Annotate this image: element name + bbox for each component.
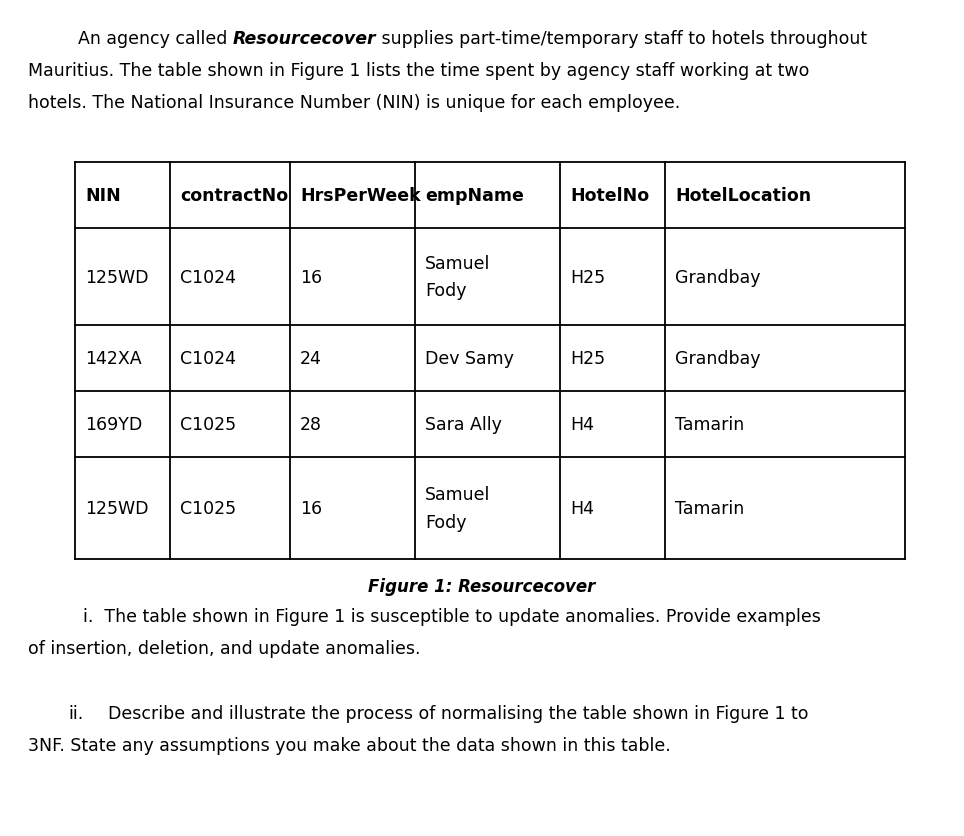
Text: C1025: C1025 — [180, 499, 236, 517]
Text: C1024: C1024 — [180, 268, 236, 286]
Text: Samuel: Samuel — [425, 485, 491, 503]
Text: 3NF. State any assumptions you make about the data shown in this table.: 3NF. State any assumptions you make abou… — [28, 737, 671, 754]
Text: empName: empName — [425, 187, 523, 205]
Text: C1025: C1025 — [180, 415, 236, 434]
Text: 16: 16 — [300, 268, 322, 286]
Text: Samuel: Samuel — [425, 255, 491, 273]
Text: HotelNo: HotelNo — [570, 187, 649, 205]
Text: 125WD: 125WD — [85, 499, 148, 517]
Text: C1024: C1024 — [180, 349, 236, 368]
Text: Fody: Fody — [425, 514, 467, 532]
Text: H25: H25 — [570, 349, 605, 368]
Text: Mauritius. The table shown in Figure 1 lists the time spent by agency staff work: Mauritius. The table shown in Figure 1 l… — [28, 62, 810, 80]
Text: Dev Samy: Dev Samy — [425, 349, 514, 368]
Text: H25: H25 — [570, 268, 605, 286]
Text: Sara Ally: Sara Ally — [425, 415, 502, 434]
Text: 16: 16 — [300, 499, 322, 517]
Text: 142XA: 142XA — [85, 349, 142, 368]
Text: Fody: Fody — [425, 282, 467, 299]
Text: HotelLocation: HotelLocation — [675, 187, 811, 205]
Text: Grandbay: Grandbay — [675, 268, 761, 286]
Text: i.  The table shown in Figure 1 is susceptible to update anomalies. Provide exam: i. The table shown in Figure 1 is suscep… — [83, 607, 821, 625]
Text: Tamarin: Tamarin — [675, 499, 744, 517]
Text: Tamarin: Tamarin — [675, 415, 744, 434]
Text: NIN: NIN — [85, 187, 120, 205]
Text: 24: 24 — [300, 349, 322, 368]
Text: contractNo: contractNo — [180, 187, 288, 205]
Text: hotels. The National Insurance Number (NIN) is unique for each employee.: hotels. The National Insurance Number (N… — [28, 94, 681, 112]
Text: supplies part-time/temporary staff to hotels throughout: supplies part-time/temporary staff to ho… — [377, 30, 868, 48]
Text: HrsPerWeek: HrsPerWeek — [300, 187, 420, 205]
Text: Describe and illustrate the process of normalising the table shown in Figure 1 t: Describe and illustrate the process of n… — [108, 704, 809, 722]
Text: Grandbay: Grandbay — [675, 349, 761, 368]
Text: of insertion, deletion, and update anomalies.: of insertion, deletion, and update anoma… — [28, 640, 420, 657]
Text: An agency called: An agency called — [78, 30, 233, 48]
Text: H4: H4 — [570, 415, 594, 434]
Text: Resourcecover: Resourcecover — [233, 30, 377, 48]
Text: 125WD: 125WD — [85, 268, 148, 286]
Text: Figure 1: Resourcecover: Figure 1: Resourcecover — [368, 578, 596, 595]
Text: 169YD: 169YD — [85, 415, 143, 434]
Text: ii.: ii. — [68, 704, 83, 722]
Text: H4: H4 — [570, 499, 594, 517]
Text: 28: 28 — [300, 415, 322, 434]
